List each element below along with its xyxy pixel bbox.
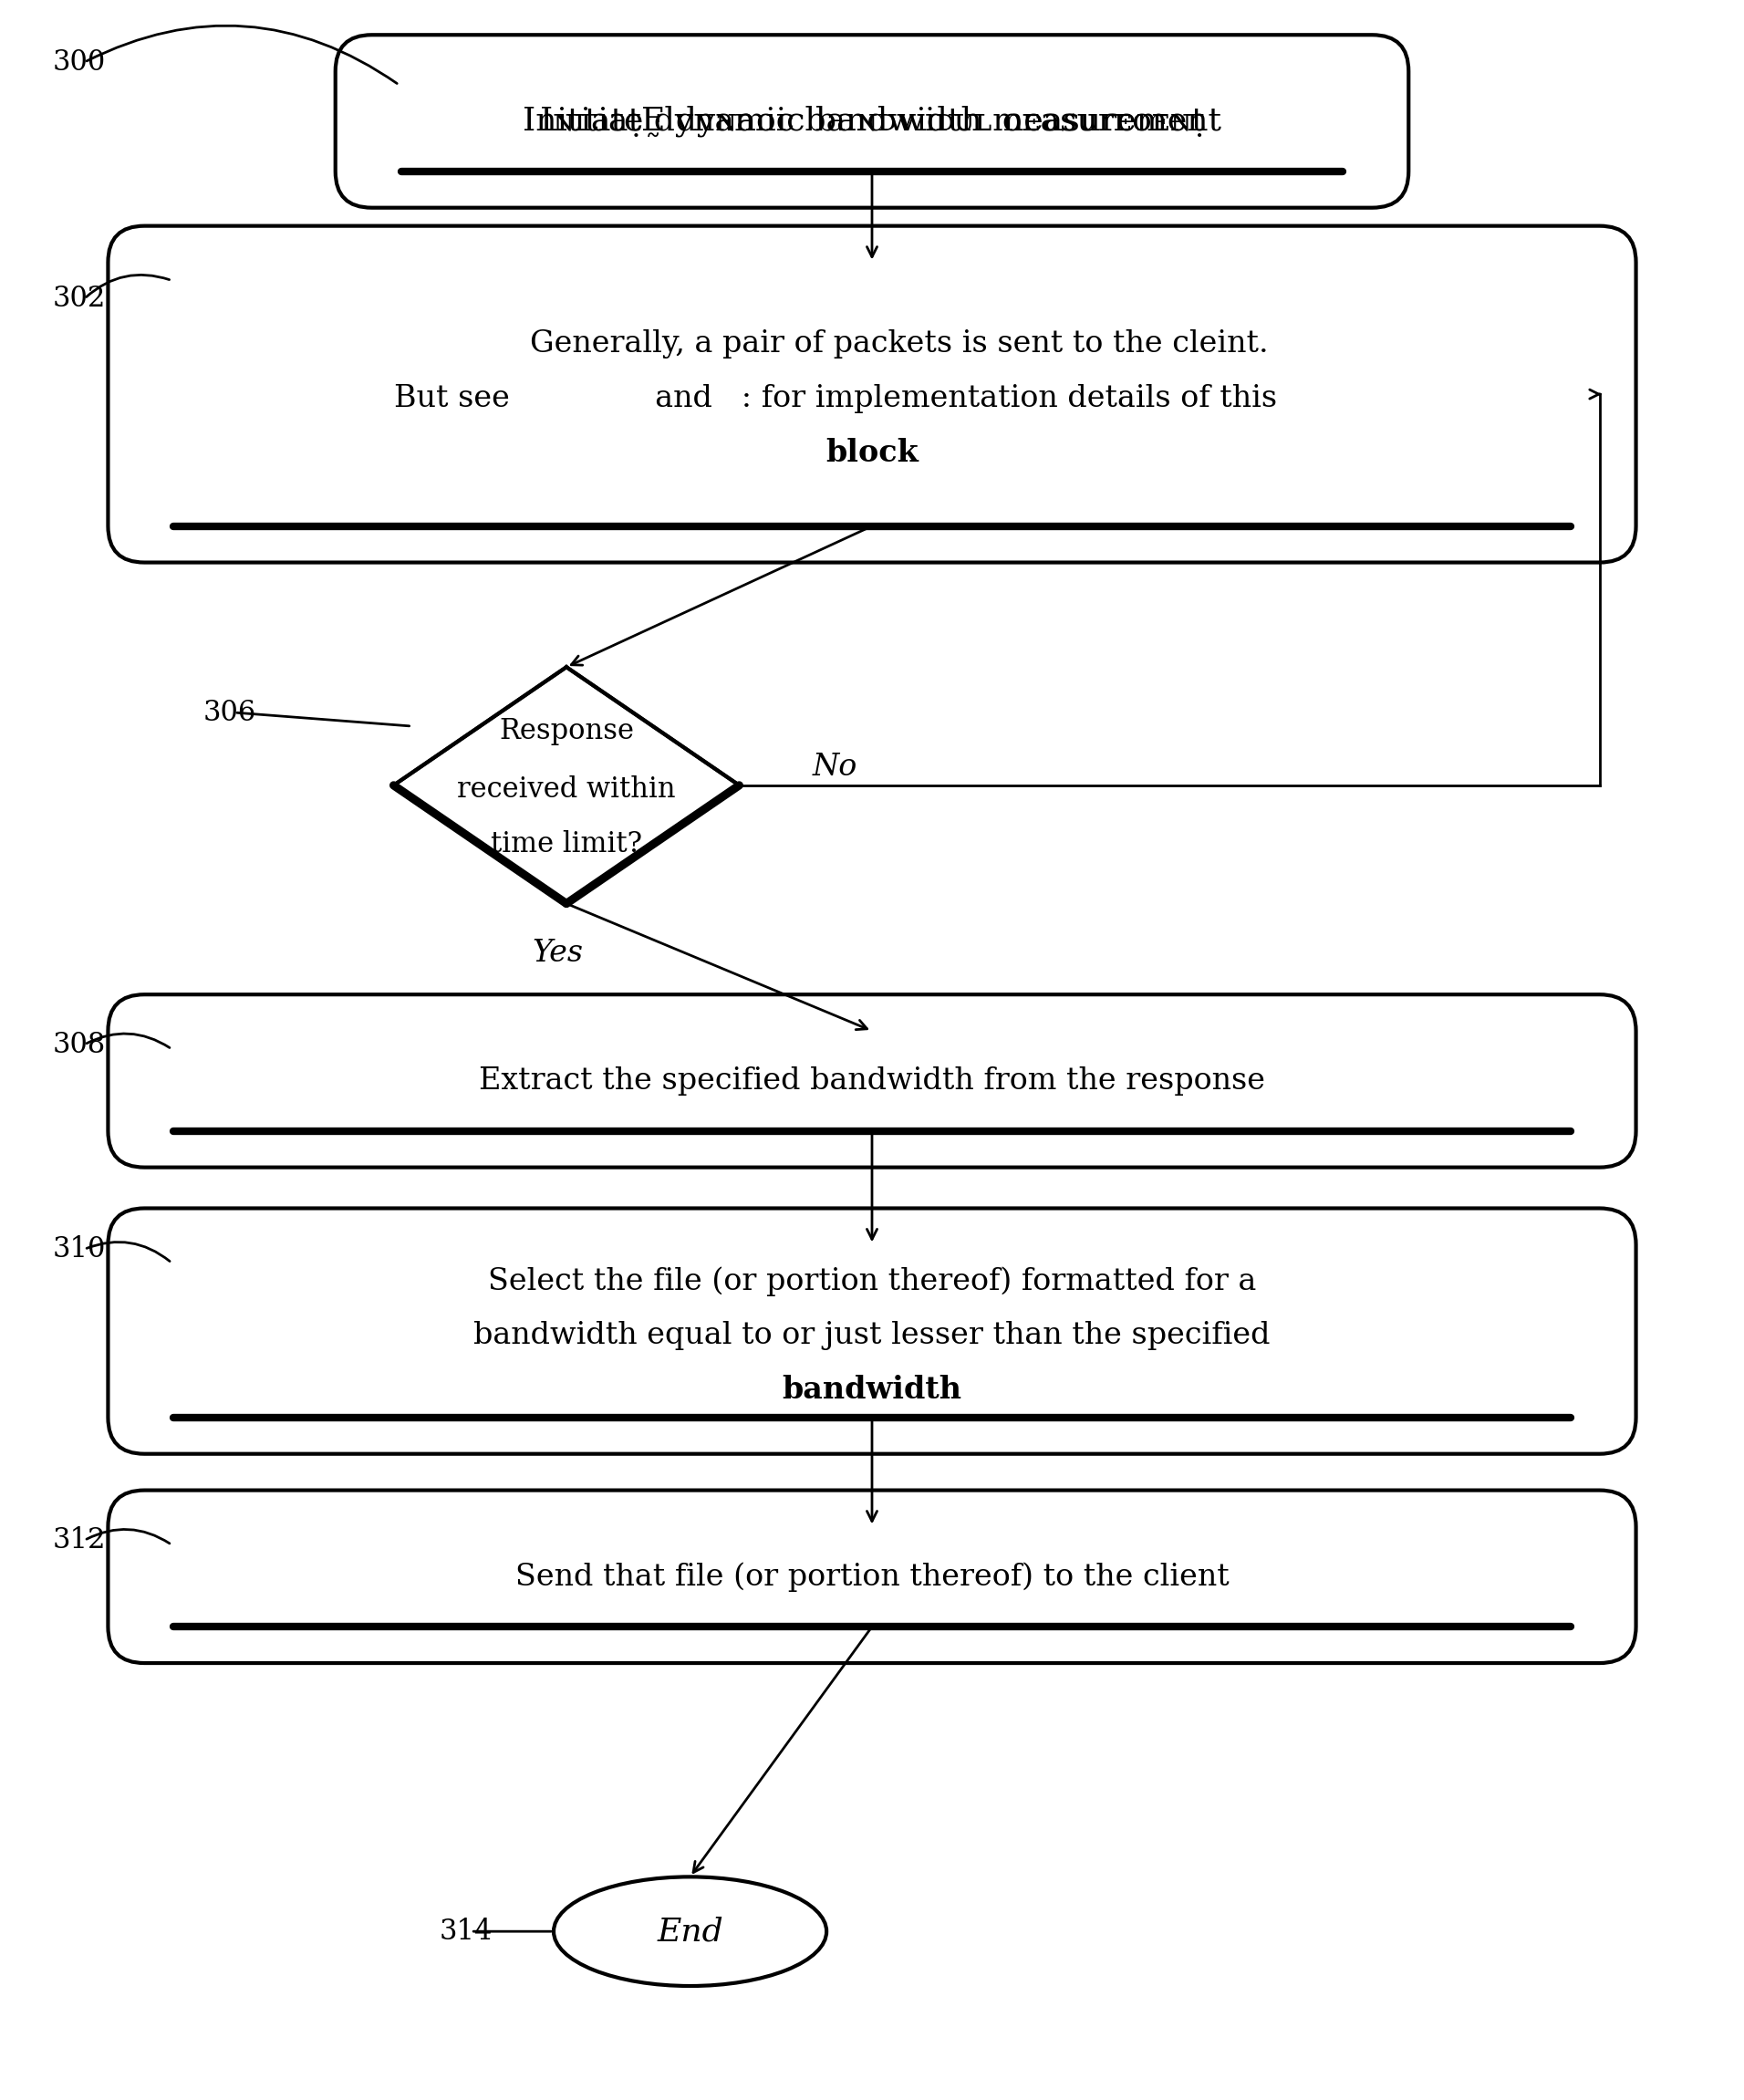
Text: But see               and   : for implementation details of this: But see and : for implementation details… [394, 384, 1277, 414]
Text: Select the file (or portion thereof) formatted for a: Select the file (or portion thereof) for… [488, 1266, 1256, 1296]
Text: Response: Response [499, 716, 633, 746]
Polygon shape [394, 668, 739, 903]
Text: time limit?: time limit? [490, 830, 642, 859]
Text: Yes: Yes [532, 939, 582, 968]
Text: Initiate dynamic bandwidth measurement: Initiate dynamic bandwidth measurement [523, 105, 1221, 136]
FancyBboxPatch shape [108, 227, 1636, 563]
FancyBboxPatch shape [335, 36, 1409, 208]
Text: No: No [813, 752, 856, 781]
Text: bandwidth: bandwidth [781, 1376, 963, 1405]
Text: received within: received within [457, 775, 675, 804]
Text: Extract the specified bandwidth from the response: Extract the specified bandwidth from the… [480, 1067, 1264, 1096]
Text: block: block [825, 439, 919, 468]
Text: 308: 308 [52, 1031, 106, 1058]
FancyBboxPatch shape [108, 995, 1636, 1168]
Text: 306: 306 [202, 699, 256, 727]
Text: bandwidth equal to or just lesser than the specified: bandwidth equal to or just lesser than t… [474, 1321, 1270, 1350]
Text: Generally, a pair of packets is sent to the cleint.: Generally, a pair of packets is sent to … [530, 330, 1268, 359]
Text: 302: 302 [52, 284, 106, 313]
Text: 312: 312 [52, 1527, 106, 1554]
Text: End: End [657, 1915, 724, 1947]
FancyBboxPatch shape [108, 1491, 1636, 1663]
Text: 300: 300 [52, 48, 106, 76]
Text: Send that file (or portion thereof) to the client: Send that file (or portion thereof) to t… [514, 1562, 1230, 1592]
Text: 314: 314 [439, 1917, 492, 1945]
Text: IɴɪtiaṭḚ dyɴaᴏic baɴᴅwiᴅᴜʟ ᴏᴇaꜱurᴇᴏᴇɴṭ: IɴɪtiaṭḚ dyɴaᴏic baɴᴅwiᴅᴜʟ ᴏᴇaꜱurᴇᴏᴇɴṭ [539, 105, 1205, 136]
FancyBboxPatch shape [108, 1208, 1636, 1453]
Text: 310: 310 [52, 1235, 106, 1264]
Ellipse shape [553, 1877, 827, 1987]
